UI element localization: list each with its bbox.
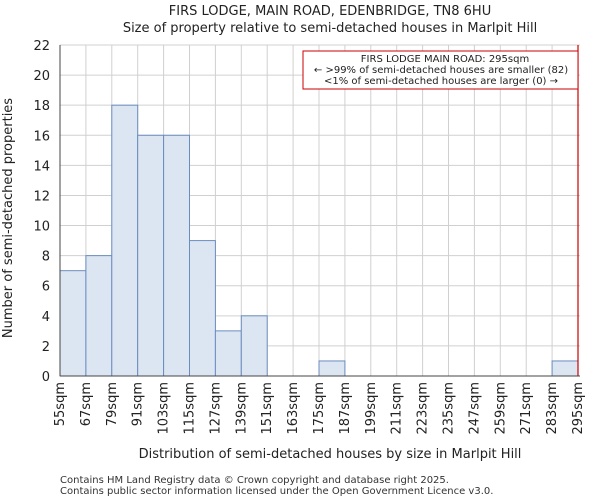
x-tick-label: 199sqm xyxy=(364,382,379,435)
x-tick-label: 235sqm xyxy=(442,382,457,435)
footer-line1: Contains HM Land Registry data © Crown c… xyxy=(60,475,449,486)
y-tick-labels: 0 2 4 6 8 10 12 14 16 18 20 22 xyxy=(33,39,50,385)
chart-title-line1: FIRS LODGE, MAIN ROAD, EDENBRIDGE, TN8 6… xyxy=(169,4,491,19)
x-tick-label: 91sqm xyxy=(131,382,146,426)
x-tick-label: 175sqm xyxy=(312,382,327,435)
bar-103sqm xyxy=(163,134,191,377)
x-tick-label: 163sqm xyxy=(286,382,301,435)
y-tick-label: 16 xyxy=(33,129,50,144)
x-tick-label: 295sqm xyxy=(571,382,586,435)
y-tick-label: 6 xyxy=(42,280,50,295)
bar-175sqm xyxy=(318,360,346,377)
y-tick-label: 12 xyxy=(33,189,50,204)
chart-title-line2: Size of property relative to semi-detach… xyxy=(123,21,537,36)
y-axis-label: Number of semi-detached properties xyxy=(1,98,16,338)
x-tick-label: 223sqm xyxy=(416,382,431,435)
x-tick-label: 55sqm xyxy=(53,382,68,426)
bars xyxy=(59,104,579,377)
x-tick-label: 259sqm xyxy=(493,382,508,435)
x-tick-label: 127sqm xyxy=(208,382,223,435)
annotation-box xyxy=(302,50,579,90)
bar-91sqm xyxy=(137,134,165,377)
bar-115sqm xyxy=(189,240,216,377)
bar-139sqm xyxy=(240,315,268,377)
bar-55sqm xyxy=(59,270,87,377)
annotation-line2: ← >99% of semi-detached houses are small… xyxy=(314,65,568,76)
y-tick-label: 22 xyxy=(33,39,50,54)
footer-line2: Contains public sector information licen… xyxy=(60,486,493,497)
y-tick-label: 8 xyxy=(42,250,50,265)
x-tick-label: 271sqm xyxy=(519,382,534,435)
bar-67sqm xyxy=(85,255,113,377)
x-tick-label: 79sqm xyxy=(105,382,120,426)
y-tick-label: 2 xyxy=(42,340,50,355)
x-tick-label: 67sqm xyxy=(79,382,94,426)
x-tick-label: 211sqm xyxy=(390,382,405,435)
x-tick-label: 247sqm xyxy=(467,382,482,435)
y-tick-label: 20 xyxy=(33,69,50,84)
x-tick-labels: 55sqm 67sqm 79sqm 91sqm 103sqm 115sqm 127sqm 13… xyxy=(53,382,586,435)
annotation-line1: FIRS LODGE MAIN ROAD: 295sqm xyxy=(361,54,529,65)
x-tick-label: 103sqm xyxy=(157,382,172,435)
bar-283sqm xyxy=(551,360,579,377)
y-tick-label: 4 xyxy=(42,310,50,325)
y-tick-label: 10 xyxy=(33,220,50,235)
x-tick-label: 139sqm xyxy=(234,382,249,435)
y-tick-label: 18 xyxy=(33,99,50,114)
bar-127sqm xyxy=(214,330,242,377)
bar-79sqm xyxy=(111,104,139,377)
x-tick-label: 187sqm xyxy=(338,382,353,435)
x-tick-label: 115sqm xyxy=(183,382,198,435)
x-tick-label: 151sqm xyxy=(260,382,275,435)
y-tick-label: 14 xyxy=(33,159,50,174)
x-axis-label: Distribution of semi-detached houses by … xyxy=(139,447,522,462)
annotation-line3: <1% of semi-detached houses are larger (… xyxy=(324,76,558,87)
x-tick-label: 283sqm xyxy=(545,382,560,435)
y-tick-label: 0 xyxy=(42,370,50,385)
